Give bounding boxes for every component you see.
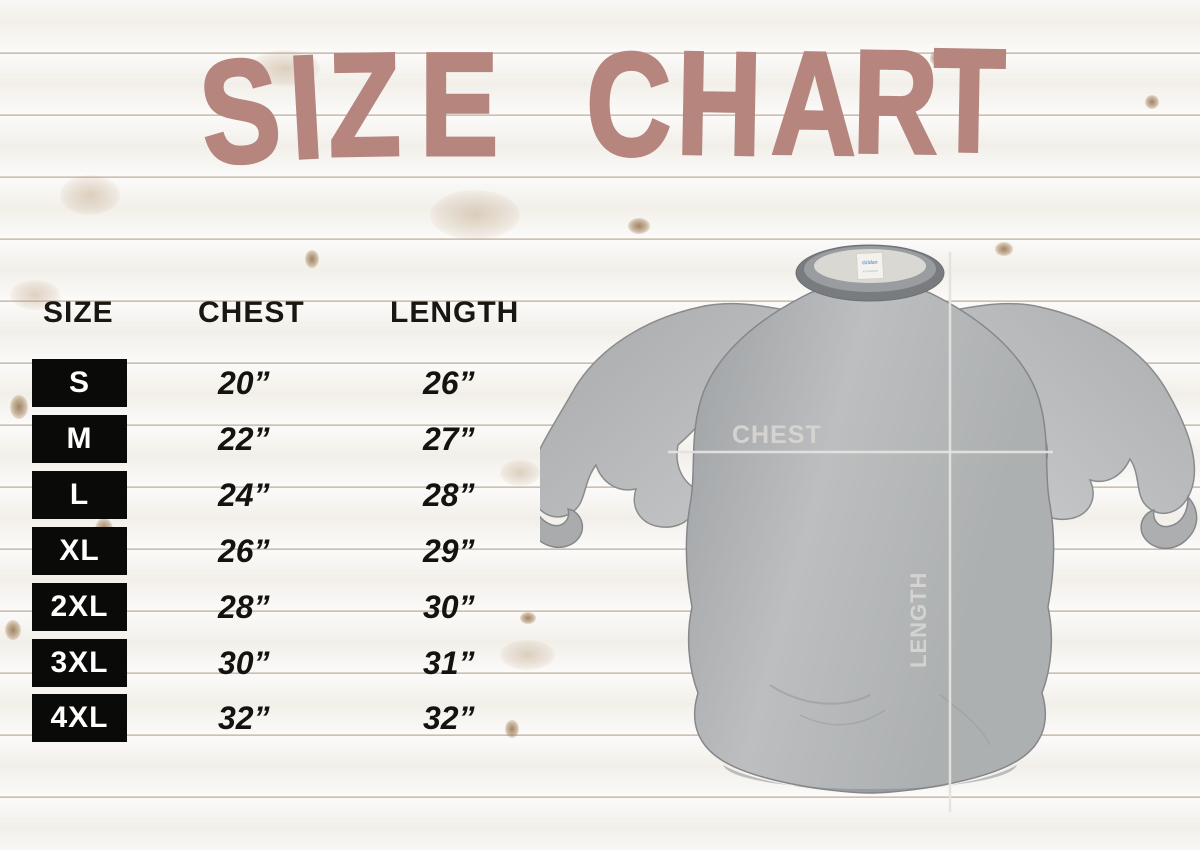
svg-text:Z: Z [327,23,399,170]
svg-text:LENGTH: LENGTH [906,572,931,668]
svg-text:CHEST: CHEST [732,421,822,449]
svg-text:T: T [932,19,1006,170]
svg-text:H: H [675,22,759,170]
svg-text:Gildan: Gildan [862,260,878,267]
svg-text:C: C [586,23,668,170]
svg-text:A: A [770,22,855,170]
svg-text:S: S [193,28,282,170]
svg-text:I: I [285,26,323,170]
svg-text:R: R [851,21,937,170]
svg-text:E: E [420,23,494,170]
